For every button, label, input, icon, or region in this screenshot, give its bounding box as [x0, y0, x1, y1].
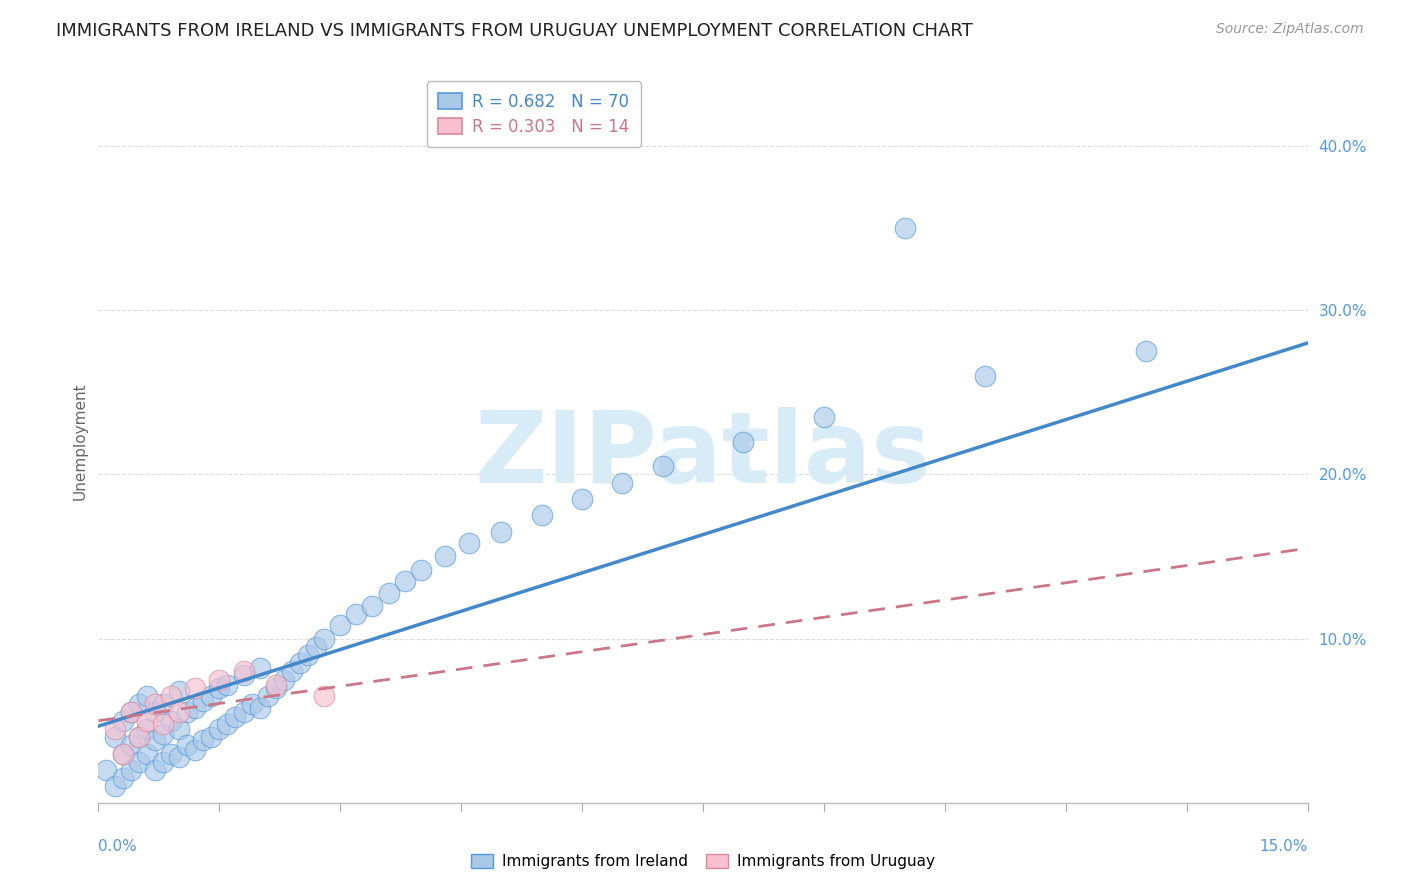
Point [135, 689, 157, 703]
Point [491, 524, 513, 539]
Point [167, 722, 190, 736]
Point [232, 665, 254, 679]
Point [128, 730, 150, 744]
Point [232, 667, 254, 681]
Point [974, 368, 997, 383]
Point [143, 706, 166, 720]
Point [160, 747, 183, 761]
Point [152, 727, 174, 741]
Point [184, 681, 207, 695]
Point [217, 717, 239, 731]
Point [208, 681, 231, 695]
Point [167, 749, 190, 764]
Point [394, 574, 416, 588]
Point [249, 700, 271, 714]
Text: 15.0%: 15.0% [1260, 838, 1308, 854]
Point [208, 673, 231, 687]
Point [305, 640, 328, 654]
Text: Source: ZipAtlas.com: Source: ZipAtlas.com [1216, 22, 1364, 37]
Point [434, 549, 457, 564]
Point [128, 698, 150, 712]
Legend: R = 0.682   N = 70, R = 0.303   N = 14: R = 0.682 N = 70, R = 0.303 N = 14 [427, 81, 641, 147]
Point [135, 714, 157, 728]
Point [409, 563, 432, 577]
Point [240, 698, 263, 712]
Text: 0.0%: 0.0% [98, 838, 138, 854]
Point [152, 755, 174, 769]
Legend: Immigrants from Ireland, Immigrants from Uruguay: Immigrants from Ireland, Immigrants from… [465, 848, 941, 875]
Point [184, 700, 207, 714]
Point [329, 618, 352, 632]
Point [249, 661, 271, 675]
Point [96, 763, 118, 777]
Point [612, 475, 634, 490]
Point [264, 677, 287, 691]
Point [217, 677, 239, 691]
Point [111, 714, 134, 728]
Text: ZIPatlas: ZIPatlas [475, 408, 931, 505]
Point [571, 491, 593, 506]
Point [135, 747, 157, 761]
Point [193, 694, 215, 708]
Point [1135, 344, 1157, 359]
Point [458, 536, 481, 550]
Point [176, 706, 198, 720]
Point [143, 698, 166, 712]
Point [314, 689, 336, 703]
Point [264, 681, 287, 695]
Point [128, 730, 150, 744]
Point [224, 710, 246, 724]
Point [120, 706, 142, 720]
Point [651, 459, 673, 474]
Point [111, 747, 134, 761]
Point [377, 585, 399, 599]
Text: IMMIGRANTS FROM IRELAND VS IMMIGRANTS FROM URUGUAY UNEMPLOYMENT CORRELATION CHAR: IMMIGRANTS FROM IRELAND VS IMMIGRANTS FR… [56, 22, 973, 40]
Point [176, 739, 198, 753]
Point [120, 706, 142, 720]
Point [111, 771, 134, 785]
Point [103, 722, 125, 736]
Point [208, 722, 231, 736]
Point [232, 706, 254, 720]
Point [530, 508, 553, 523]
Point [111, 747, 134, 761]
Point [128, 755, 150, 769]
Y-axis label: Unemployment: Unemployment [72, 383, 87, 500]
Point [273, 673, 295, 687]
Point [167, 706, 190, 720]
Point [184, 743, 207, 757]
Point [160, 714, 183, 728]
Point [103, 730, 125, 744]
Point [288, 657, 311, 671]
Point [143, 733, 166, 747]
Point [143, 763, 166, 777]
Point [152, 717, 174, 731]
Point [120, 763, 142, 777]
Point [256, 689, 278, 703]
Point [135, 722, 157, 736]
Point [120, 739, 142, 753]
Point [893, 221, 915, 235]
Point [103, 780, 125, 794]
Point [200, 689, 222, 703]
Point [281, 665, 304, 679]
Point [160, 689, 183, 703]
Point [200, 730, 222, 744]
Point [167, 684, 190, 698]
Point [152, 698, 174, 712]
Point [733, 434, 755, 449]
Point [297, 648, 319, 662]
Point [361, 599, 384, 613]
Point [344, 607, 367, 621]
Point [193, 733, 215, 747]
Point [314, 632, 336, 646]
Point [813, 409, 835, 424]
